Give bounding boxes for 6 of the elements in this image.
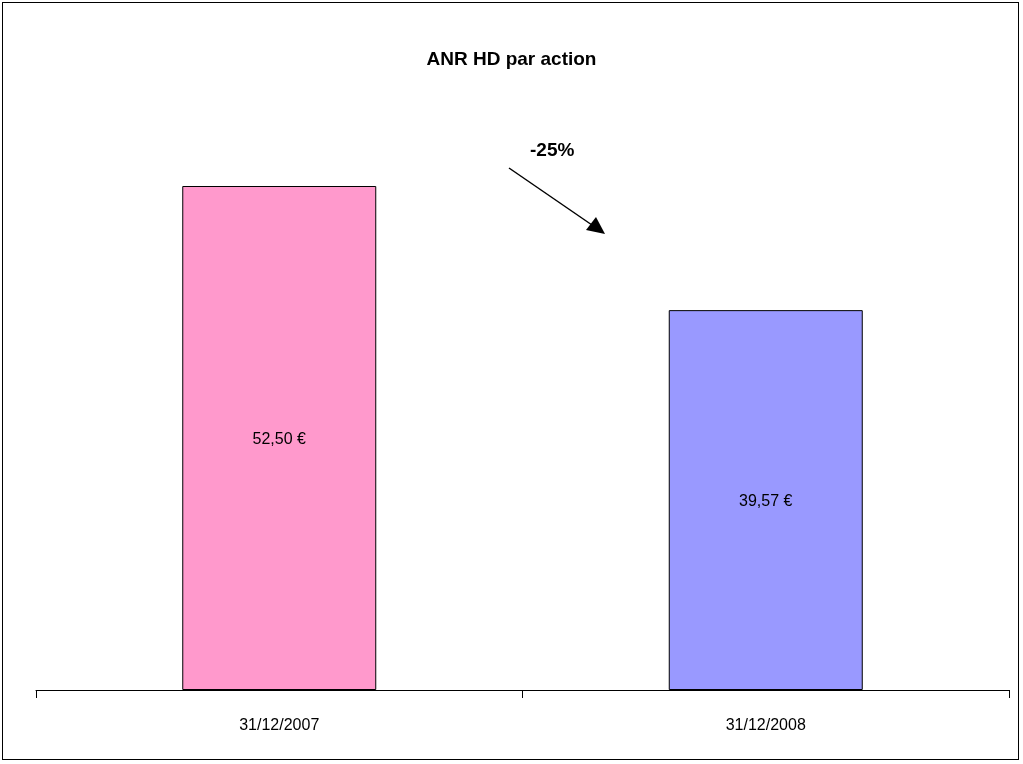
x-tick-label: 31/12/2007 (239, 715, 320, 733)
data-label: 39,57 € (739, 491, 793, 509)
chart-title: ANR HD par action (426, 48, 597, 69)
x-tick-label: 31/12/2008 (725, 715, 806, 733)
data-label: 52,50 € (252, 429, 307, 447)
text: -25% (530, 139, 575, 160)
